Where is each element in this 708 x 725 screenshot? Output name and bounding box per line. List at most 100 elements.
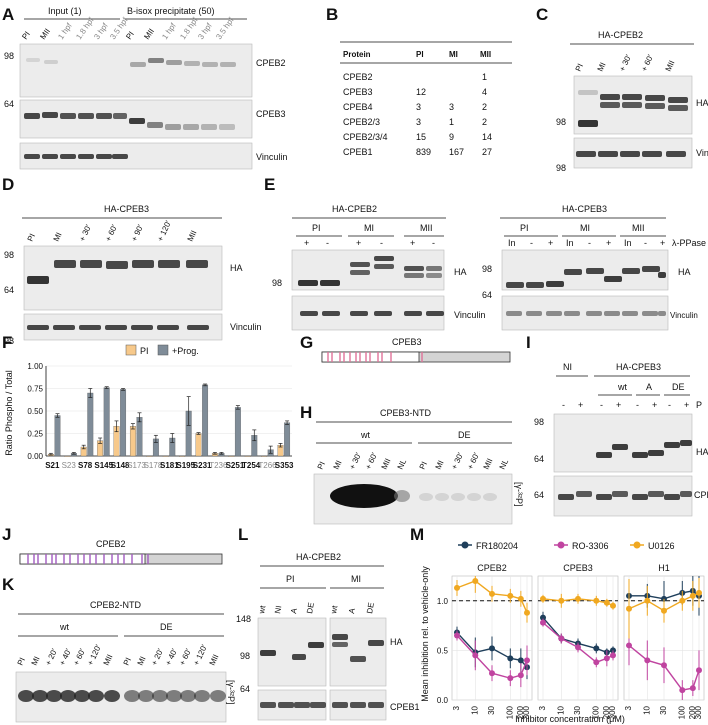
band	[80, 260, 102, 268]
bar-prog	[136, 417, 143, 457]
count-cell: 3	[416, 117, 421, 127]
protein-cell: CPEB3	[343, 87, 373, 97]
data-point	[540, 614, 546, 621]
band	[18, 690, 34, 702]
group-mi: MI	[351, 574, 361, 584]
band	[350, 262, 370, 267]
bands	[298, 256, 666, 316]
lane-label: MII	[380, 457, 393, 471]
lane-label: A	[289, 607, 299, 614]
bar-pi	[64, 455, 71, 457]
lane-label: wt	[329, 604, 340, 615]
data-point	[679, 687, 686, 694]
mw-64-right: 64	[482, 290, 492, 300]
band-strong	[330, 484, 398, 508]
protein-cell: CPEB4	[343, 102, 373, 112]
lane-label: MII	[102, 653, 115, 667]
band	[130, 62, 146, 67]
band	[187, 325, 209, 330]
band	[426, 273, 442, 278]
panel-letter-k: K	[2, 575, 15, 594]
lane-label: + 60'	[72, 647, 88, 667]
legend-marker	[461, 541, 469, 549]
panel-g: CPEB3	[321, 337, 511, 363]
blot-label-vinculin-left: Vinculin	[454, 310, 485, 320]
lane-label: PI	[26, 232, 37, 243]
band	[78, 154, 94, 159]
band	[298, 280, 318, 286]
count-cell: 14	[482, 132, 492, 142]
lane-label: + 60'	[640, 53, 656, 73]
band	[645, 95, 665, 101]
panel-k: CPEB2-NTD wt DE PI MI + 20'+ 40'+ 60'+ 120…	[16, 600, 236, 723]
blot-label-ha: HA	[696, 98, 708, 108]
bar-pi	[228, 455, 235, 457]
band	[664, 494, 680, 500]
x-tick-label: 10	[642, 705, 651, 714]
x-tick-label: 3	[538, 705, 547, 710]
band	[666, 151, 686, 157]
band	[194, 690, 210, 702]
panel-letter-h: H	[300, 403, 312, 422]
th-pi: PI	[416, 50, 424, 59]
ppase-sign: +	[548, 238, 553, 248]
legend-marker	[633, 541, 641, 549]
band	[180, 690, 196, 702]
th-mi: MI	[449, 50, 458, 59]
data-point	[644, 597, 651, 604]
panel-letter-m: M	[410, 525, 424, 544]
lane-label: DE	[305, 602, 316, 615]
band	[158, 260, 180, 268]
band	[576, 491, 592, 497]
y-tick-label: 1.0	[437, 597, 449, 606]
lane-label: wt	[257, 604, 268, 615]
data-point	[610, 602, 616, 609]
band	[308, 642, 324, 648]
group-hacpeb3: HA-CPEB3	[616, 362, 661, 372]
bar-prog	[103, 387, 110, 457]
mw-64: 64	[4, 285, 14, 295]
lane-labels: wt A DE- + - + - + - + P	[562, 382, 702, 410]
band	[310, 702, 326, 708]
bands	[27, 260, 209, 330]
protein-cell: CPEB2	[343, 72, 373, 82]
data-point	[593, 659, 600, 666]
data-point	[575, 644, 581, 651]
band	[600, 94, 620, 100]
mw-98-left: 98	[272, 278, 282, 288]
band	[132, 260, 154, 268]
lane-label: + 40'	[164, 647, 180, 667]
band	[622, 102, 642, 108]
band	[526, 282, 544, 288]
title: CPEB3-NTD	[380, 408, 432, 418]
bar-prog	[120, 389, 127, 457]
band	[578, 90, 598, 95]
ppase-sign: +	[660, 238, 665, 248]
band	[506, 311, 522, 316]
band	[27, 325, 49, 330]
data-point	[540, 595, 546, 602]
lane-label: PI	[574, 62, 585, 73]
lane-label: PI	[20, 30, 32, 41]
ppase-sign: -	[530, 238, 533, 248]
band	[260, 650, 276, 656]
lane-label: MII	[208, 653, 221, 667]
lane-label: MI	[596, 61, 608, 73]
band	[622, 94, 642, 100]
ppase-sign: -	[588, 238, 591, 248]
panel-letter-c: C	[536, 5, 548, 24]
group-de: DE	[458, 430, 471, 440]
blot-label-cpeb1: CPEB1	[694, 490, 708, 500]
band	[596, 494, 612, 500]
x-tick-label: S178	[144, 461, 163, 470]
panel-i: NI HA-CPEB3 wt A DE- + - + - + - + P 98 64 64 HA C…	[534, 362, 708, 517]
data-point	[626, 642, 632, 649]
lane-label: + 20'	[44, 647, 60, 667]
lane-label: + 30'	[348, 451, 364, 471]
x-tick-label: T254	[242, 461, 261, 470]
facet-title: H1	[658, 563, 670, 573]
band	[526, 311, 542, 316]
lane-label: + 90'	[130, 223, 146, 243]
